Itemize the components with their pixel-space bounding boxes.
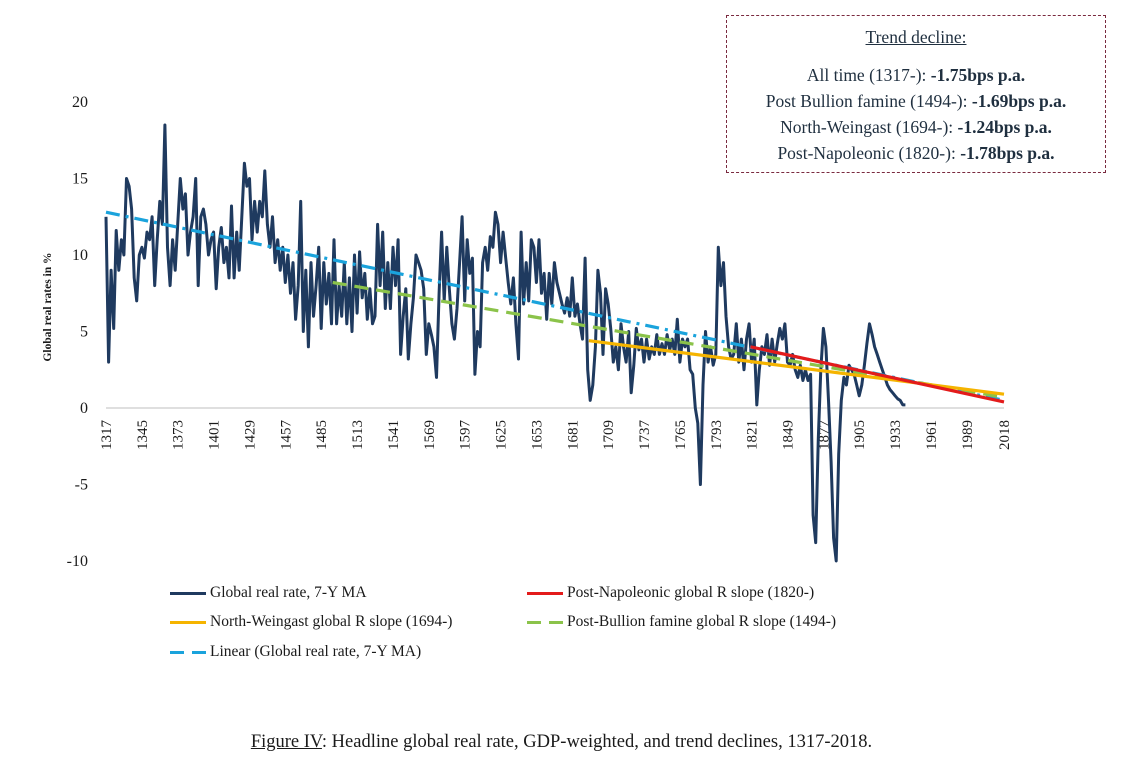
- x-tick-label: 1821: [745, 420, 761, 450]
- y-tick-labels: -10 -5 0 5 10 15 20: [67, 94, 88, 570]
- x-tick-label: 1989: [960, 420, 976, 450]
- y-axis-label: Global real rates in %: [42, 252, 54, 361]
- series-line-0: [104, 123, 906, 563]
- legend-label: Post-Napoleonic global R slope (1820-): [567, 584, 815, 601]
- x-tick-label: 1457: [278, 420, 294, 451]
- trend-row-post-napoleonic: Post-Napoleonic (1820-): -1.78bps p.a.: [727, 140, 1105, 166]
- legend-item-linear-trend: Linear (Global real rate, 7-Y MA): [170, 643, 421, 661]
- series-line-1: [750, 345, 1005, 404]
- trend-row-label: Post-Napoleonic (1820-):: [777, 143, 956, 163]
- y-tick-label: 0: [80, 400, 88, 417]
- trend-row-label: Post Bullion famine (1494-):: [765, 91, 968, 111]
- figure-caption: Figure IV: Headline global real rate, GD…: [0, 732, 1123, 753]
- legend-swatch: [170, 591, 206, 595]
- x-tick-label: 1597: [458, 420, 474, 451]
- caption-label: Figure IV: [250, 732, 322, 752]
- legend-label: Post-Bullion famine global R slope (1494…: [567, 613, 837, 630]
- y-tick-label: -10: [67, 553, 88, 570]
- trend-row-value: -1.24bps p.a.: [957, 117, 1052, 137]
- legend-swatch: [527, 591, 563, 595]
- x-tick-label: 1513: [350, 420, 366, 450]
- legend-swatch: [527, 620, 563, 624]
- legend-item-post-bullion: Post-Bullion famine global R slope (1494…: [527, 613, 836, 631]
- series-line-3: [332, 280, 1005, 399]
- x-tick-label: 1429: [242, 420, 258, 450]
- y-tick-label: -5: [75, 477, 88, 494]
- legend-item-post-napoleonic: Post-Napoleonic global R slope (1820-): [527, 584, 814, 602]
- x-tick-label: 1681: [565, 420, 581, 450]
- legend-label: North-Weingast global R slope (1694-): [210, 613, 453, 630]
- x-tick-label: 1345: [135, 420, 151, 450]
- x-tick-label: 1653: [529, 420, 545, 450]
- legend-item-global-real-rate: Global real rate, 7-Y MA: [170, 584, 367, 602]
- x-tick-label: 1961: [924, 420, 940, 450]
- x-tick-label: 1485: [314, 420, 330, 450]
- series-layer: [104, 123, 1005, 563]
- caption-text: : Headline global real rate, GDP-weighte…: [321, 732, 873, 752]
- x-tick-labels: 1317 1345 1373 1401 1429 1457 1485 1513 1541 1569…: [99, 420, 1013, 451]
- x-tick-label: 1401: [207, 420, 223, 450]
- trend-row-label: North-Weingast (1694-):: [780, 117, 954, 137]
- y-tick-label: 10: [72, 247, 88, 264]
- trend-row-value: -1.69bps p.a.: [971, 91, 1067, 111]
- x-tick-label: 2018: [997, 420, 1013, 450]
- legend-swatch: [170, 650, 206, 654]
- y-tick-label: 20: [72, 94, 88, 111]
- series-line-2: [588, 339, 1005, 396]
- trend-box-rows: All time (1317-): -1.75bps p.a. Post Bul…: [727, 62, 1105, 166]
- trend-row-label: All time (1317-):: [806, 65, 927, 85]
- x-tick-label: 1625: [494, 420, 510, 450]
- legend-swatch: [170, 620, 206, 624]
- trend-row-north-weingast: North-Weingast (1694-): -1.24bps p.a.: [727, 114, 1105, 140]
- trend-row-value: -1.78bps p.a.: [960, 143, 1055, 163]
- trend-decline-box: Trend decline: All time (1317-): -1.75bp…: [726, 15, 1106, 173]
- trend-row-all-time: All time (1317-): -1.75bps p.a.: [727, 62, 1105, 88]
- legend-item-north-weingast: North-Weingast global R slope (1694-): [170, 613, 452, 631]
- legend-label: Global real rate, 7-Y MA: [210, 584, 367, 601]
- x-tick-label: 1737: [637, 420, 653, 451]
- legend-label: Linear (Global real rate, 7-Y MA): [210, 643, 422, 660]
- x-tick-label: 1569: [422, 420, 438, 450]
- trend-row-value: -1.75bps p.a.: [930, 65, 1026, 85]
- x-tick-label: 1933: [888, 420, 904, 450]
- x-tick-label: 1849: [781, 420, 797, 450]
- x-tick-label: 1373: [171, 420, 187, 450]
- trend-box-title: Trend decline:: [865, 27, 967, 47]
- x-tick-label: 1765: [673, 420, 689, 450]
- y-tick-label: 15: [72, 171, 88, 188]
- x-tick-label: 1793: [709, 420, 725, 450]
- x-tick-label: 1905: [852, 420, 868, 450]
- x-tick-label: 1317: [99, 420, 115, 451]
- x-tick-label: 1541: [386, 420, 402, 450]
- y-tick-label: 5: [80, 324, 88, 341]
- x-tick-label: 1709: [601, 420, 617, 450]
- trend-row-post-bullion: Post Bullion famine (1494-): -1.69bps p.…: [727, 88, 1105, 114]
